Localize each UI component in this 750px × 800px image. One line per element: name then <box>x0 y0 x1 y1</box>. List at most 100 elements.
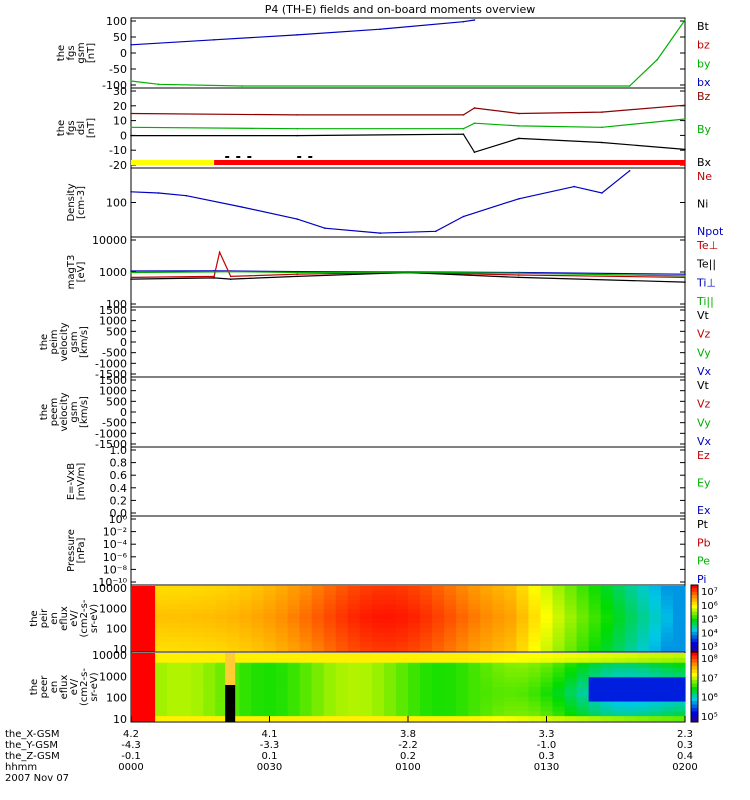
peer-cell-cell <box>143 672 156 678</box>
peir-cell-cell <box>468 632 481 638</box>
peer-cell-cell <box>468 687 481 693</box>
peer-cell-cell <box>456 711 469 717</box>
peir-cell-cell <box>492 590 505 596</box>
peer-cell-cell <box>263 682 277 688</box>
ytick-label: -20 <box>109 159 127 172</box>
legend-Npot: Npot <box>697 225 724 238</box>
peir-cell-cell <box>395 637 409 643</box>
peer-cell-cell <box>528 653 542 659</box>
peir-cell-cell <box>444 586 457 592</box>
point-bx <box>213 39 215 41</box>
peir-cell-cell <box>636 646 650 652</box>
peir-cell-cell <box>179 627 192 634</box>
peir-cell-cell <box>299 599 313 606</box>
peir-cell-cell <box>576 627 590 634</box>
peer-cell-cell <box>540 711 554 717</box>
peir-cell-cell <box>492 595 505 601</box>
colorbar-label: 10⁶ <box>701 693 718 704</box>
peir-cell-cell <box>612 613 626 620</box>
point-Bx <box>473 151 476 153</box>
peir-cell-cell <box>468 609 481 615</box>
peer-cell-cell <box>347 701 361 708</box>
ylabel-line: the <box>56 45 67 61</box>
ylabel-line: [nT] <box>86 43 97 63</box>
peer-cell-cell <box>636 691 650 698</box>
peer-cell-cell <box>672 691 686 698</box>
ytick-label: 10⁻¹⁰ <box>98 576 127 589</box>
point-Npot <box>157 192 160 194</box>
peir-cell-cell <box>648 586 662 592</box>
peir-cell-cell <box>335 637 349 643</box>
peir-cell-cell <box>143 627 156 634</box>
peer-cell-cell <box>143 696 156 703</box>
peir-cell-cell <box>528 613 542 620</box>
peir-cell-cell <box>600 618 614 624</box>
peer-cell-cell <box>420 662 433 669</box>
peir-cell-cell <box>239 623 253 629</box>
peir-cell-cell <box>660 613 674 620</box>
peer-cell-cell <box>131 657 144 664</box>
point-Npot <box>130 190 132 193</box>
peir-cell-cell <box>131 590 144 596</box>
peir-cell-cell <box>672 595 686 601</box>
point-Bz <box>684 104 686 106</box>
ylabel-line: the <box>39 334 50 350</box>
peer-cell-cell <box>203 696 216 703</box>
peir-cell-cell <box>335 641 349 647</box>
peir-cell-cell <box>432 627 445 634</box>
mode-bar-slow <box>131 160 215 165</box>
peir-cell-cell <box>444 637 457 643</box>
colorbar-cell <box>691 611 698 616</box>
peir-cell-cell <box>383 604 397 610</box>
panel-frame-density <box>130 167 686 238</box>
peir-cell-cell <box>239 604 253 610</box>
series-Bz <box>130 104 686 116</box>
peir-cell-cell <box>287 637 301 643</box>
peer-cell-cell <box>504 691 517 698</box>
peer-cell-cell <box>143 653 156 659</box>
peer-cell-cell <box>359 653 373 659</box>
peer-cell-cell <box>636 687 650 693</box>
point-Te⊥ <box>684 276 686 279</box>
peer-cell-cell <box>432 691 445 698</box>
peir-cell-cell <box>468 623 481 629</box>
peir-cell-cell <box>468 586 481 592</box>
point-Bx <box>518 137 520 140</box>
peir-cell-cell <box>263 627 277 634</box>
peer-cell-cell <box>636 716 650 722</box>
peer-cell-cell <box>492 706 505 712</box>
peir-cell-cell <box>420 599 433 606</box>
peir-cell-cell <box>143 632 156 638</box>
peer-cell-cell <box>672 657 686 664</box>
peir-cell-cell <box>516 586 530 592</box>
ytick-label: 0.4 <box>110 482 128 495</box>
peir-cell-cell <box>636 590 650 596</box>
peer-cell-cell <box>143 687 156 693</box>
peir-cell-cell <box>636 627 650 634</box>
peir-cell-cell <box>239 590 253 596</box>
peer-cell-cell <box>540 687 554 693</box>
peir-cell-cell <box>660 586 674 592</box>
peer-cell-cell <box>612 677 626 683</box>
peir-cell-cell <box>408 586 421 592</box>
peir-cell-cell <box>203 637 216 643</box>
peir-cell-cell <box>564 632 578 638</box>
peir-cell-cell <box>588 595 602 601</box>
peer-cell-cell <box>576 687 590 693</box>
colorbar-cell <box>691 638 698 643</box>
peer-cell-cell <box>504 711 517 717</box>
peir-cell-cell <box>203 618 216 624</box>
peir-cell-cell <box>251 595 265 601</box>
peir-cell-cell <box>299 586 313 592</box>
peer-cell-cell <box>395 716 409 722</box>
legend-Ey: Ey <box>697 477 711 490</box>
peer-cell-cell <box>552 657 566 664</box>
peer-cell-cell <box>648 691 662 698</box>
peer-cell-cell <box>371 711 385 717</box>
point-Ti|| <box>130 271 132 274</box>
peer-cell-cell <box>492 682 505 688</box>
peer-cell-cell <box>564 696 578 703</box>
peir-cell-cell <box>143 599 156 606</box>
peir-cell-cell <box>191 599 204 606</box>
ytick-label: 500 <box>106 325 127 338</box>
